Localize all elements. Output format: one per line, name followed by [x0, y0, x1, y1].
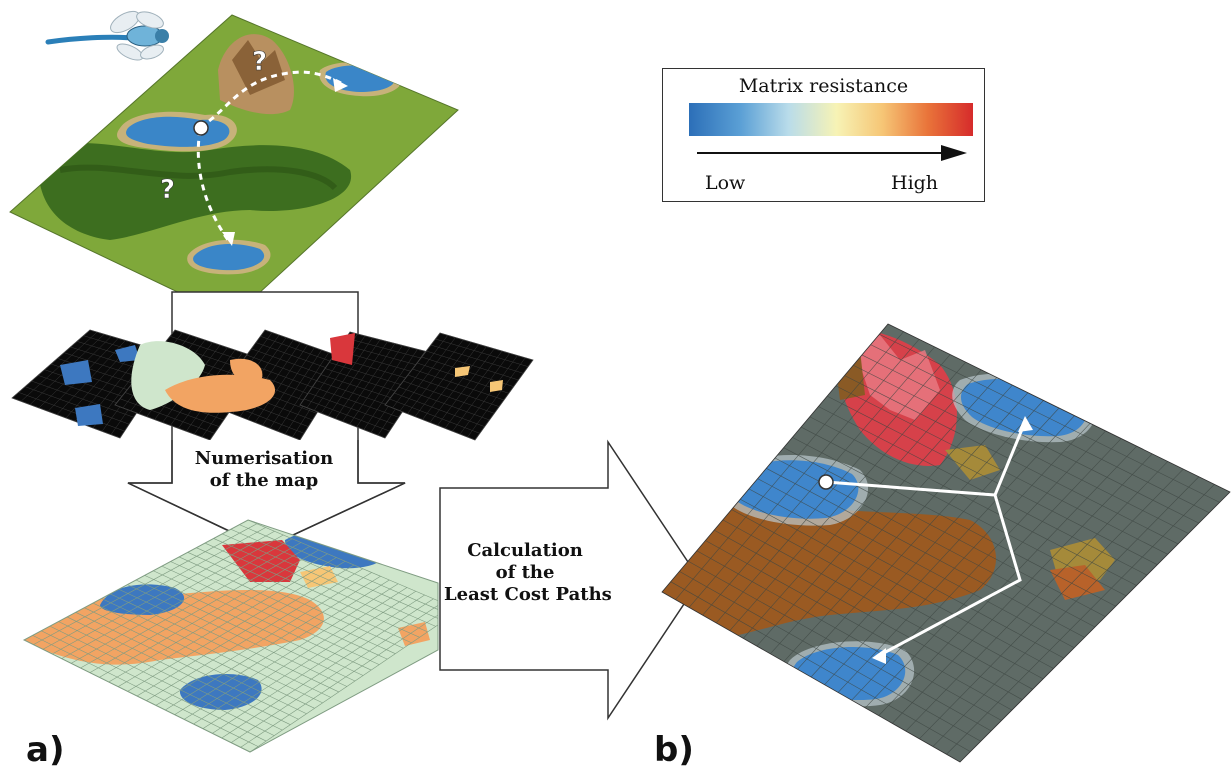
legend-high-label: High: [891, 172, 939, 194]
legend-color-bar: [689, 103, 973, 136]
question-mark-2: ?: [160, 175, 175, 205]
start-point-marker-b: [818, 474, 834, 490]
cost-surface: [661, 323, 1231, 763]
panel-b-label: b): [654, 730, 694, 770]
legend-title: Matrix resistance: [738, 75, 909, 97]
dragonfly-icon: [45, 10, 169, 61]
classified-grid: [22, 519, 439, 753]
panel-a-label: a): [26, 730, 65, 770]
matrix-resistance-legend: Matrix resistance Low High: [662, 68, 985, 202]
legend-arrow-icon: [697, 145, 967, 161]
calculation-arrow: [439, 439, 701, 721]
calculation-label: Calculation of the Least Cost Paths: [444, 540, 612, 605]
start-point-marker: [193, 120, 209, 136]
legend-low-label: Low: [705, 172, 746, 194]
classified-tiles: [11, 329, 534, 441]
numerisation-label-bg: [173, 440, 357, 484]
question-mark-1: ?: [252, 47, 267, 77]
numerisation-label: Numerisation of the map: [194, 448, 334, 491]
terrain-map: [9, 14, 459, 319]
